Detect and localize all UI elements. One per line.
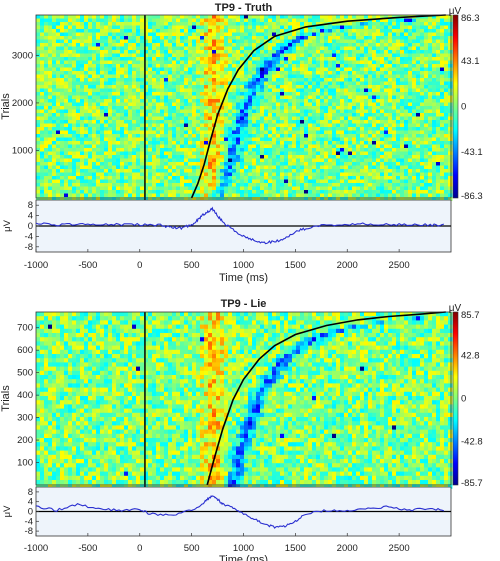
- x-tick-label: 1000: [233, 543, 254, 554]
- heatmap-frame: [35, 14, 452, 199]
- erp-tick-label: -4: [25, 516, 33, 527]
- x-tick-label: -500: [78, 543, 97, 554]
- x-axis-label: Time (ms): [219, 272, 268, 284]
- trial-tick-label: 1000: [12, 145, 33, 156]
- erp-tick-label: -8: [25, 526, 33, 537]
- chart-title: TP9 - Lie: [221, 298, 267, 310]
- colorbar: [452, 311, 459, 486]
- erp-tick-label: 0: [28, 507, 33, 518]
- trial-tick-label: 100: [17, 458, 33, 469]
- colorbar-unit: μV: [449, 303, 462, 314]
- colorbar-tick-label: -43.1: [461, 147, 483, 158]
- trial-tick-label: 600: [17, 345, 33, 356]
- colorbar-tick-label: -42.8: [461, 437, 483, 448]
- erp-waveform: [35, 206, 445, 245]
- erp-axis-label: μV: [2, 505, 13, 517]
- lie-panel: TP9 - Lie100200300400500600700Trials85.7…: [0, 298, 483, 561]
- x-axis-label: Time (ms): [219, 554, 268, 561]
- trial-tick-label: 2000: [12, 98, 33, 109]
- colorbar-tick-label: 43.1: [461, 56, 480, 67]
- x-tick-label: 0: [137, 543, 142, 554]
- colorbar: [452, 14, 459, 199]
- trial-tick-label: 400: [17, 390, 33, 401]
- x-tick-label: -1000: [24, 260, 48, 271]
- x-tick-label: -500: [78, 260, 97, 271]
- x-tick-label: 500: [184, 543, 200, 554]
- erp-tick-label: 4: [28, 211, 33, 222]
- erp-waveform: [35, 495, 445, 529]
- x-tick-label: 1500: [285, 543, 306, 554]
- x-tick-label: 1000: [233, 260, 254, 271]
- trials-axis-label: Trials: [0, 93, 12, 120]
- x-tick-label: 2000: [337, 543, 358, 554]
- x-tick-label: 2500: [389, 260, 410, 271]
- erp-tick-label: -4: [25, 231, 33, 242]
- erp-tick-label: 0: [28, 221, 33, 232]
- trial-tick-label: 300: [17, 413, 33, 424]
- colorbar-tick-label: 85.7: [461, 310, 480, 321]
- erp-tick-label: -8: [25, 242, 33, 253]
- erp-tick-label: 8: [28, 200, 33, 211]
- colorbar-tick-label: 0: [461, 394, 466, 405]
- x-tick-label: 1500: [285, 260, 306, 271]
- erp-tick-label: 8: [28, 487, 33, 498]
- heatmap-cells: [36, 15, 453, 201]
- heatmap-cells: [36, 312, 453, 489]
- erp-axis-label: μV: [2, 219, 13, 231]
- heatmap-frame: [35, 311, 452, 486]
- x-tick-label: 500: [184, 260, 200, 271]
- trial-tick-label: 700: [17, 323, 33, 334]
- colorbar-unit: μV: [449, 6, 462, 17]
- trial-tick-label: 3000: [12, 50, 33, 61]
- erp-tick-label: 4: [28, 497, 33, 508]
- chart-title: TP9 - Truth: [215, 2, 273, 14]
- truth-panel: TP9 - Truth100020003000Trials86.343.10-4…: [0, 2, 483, 284]
- response-time-curve: [206, 311, 446, 486]
- x-tick-label: 2000: [337, 260, 358, 271]
- trial-tick-label: 200: [17, 435, 33, 446]
- colorbar-tick-label: -86.3: [461, 191, 483, 202]
- colorbar-tick-label: 0: [461, 102, 466, 113]
- x-tick-label: -1000: [24, 543, 48, 554]
- colorbar-tick-label: 42.8: [461, 350, 480, 361]
- x-tick-label: 2500: [389, 543, 410, 554]
- trials-axis-label: Trials: [0, 385, 12, 412]
- x-tick-label: 0: [137, 260, 142, 271]
- response-time-curve: [190, 14, 446, 199]
- colorbar-tick-label: -85.7: [461, 478, 483, 489]
- colorbar-tick-label: 86.3: [461, 13, 480, 24]
- trial-tick-label: 500: [17, 368, 33, 379]
